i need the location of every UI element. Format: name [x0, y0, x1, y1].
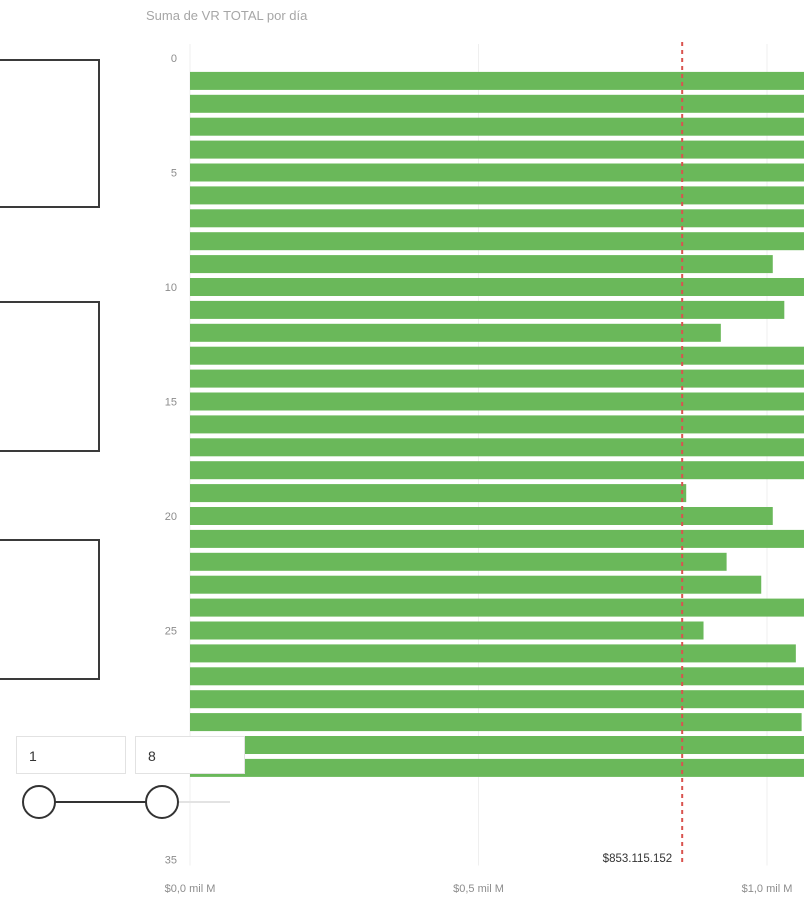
bar	[190, 484, 687, 503]
reference-line-label: $853.115.152	[603, 853, 673, 865]
bar	[190, 438, 804, 457]
bar	[190, 461, 804, 480]
bar	[190, 255, 773, 274]
slicer-max-input[interactable]: 8	[135, 736, 245, 774]
bar	[190, 621, 704, 640]
bar	[190, 644, 796, 663]
slicer-range-fill	[40, 801, 162, 803]
bar	[190, 758, 804, 777]
bar	[190, 507, 773, 525]
bar	[190, 415, 804, 434]
bar	[190, 232, 804, 251]
bar	[190, 140, 804, 159]
bar	[190, 94, 804, 113]
kpi-card-2[interactable]	[0, 301, 100, 452]
bar	[190, 690, 804, 709]
slicer-max-handle[interactable]	[145, 785, 179, 819]
y-tick-label: 15	[165, 397, 177, 409]
y-tick-label: 5	[171, 168, 177, 180]
y-tick-label: 25	[165, 626, 177, 638]
slicer-min-handle[interactable]	[22, 785, 56, 819]
y-tick-label: 10	[165, 282, 177, 294]
bar	[190, 598, 804, 617]
bar	[190, 186, 804, 205]
y-tick-label: 35	[165, 855, 177, 867]
x-tick-label: $1,0 mil M	[742, 883, 793, 895]
bar	[190, 529, 804, 548]
bar	[190, 323, 721, 342]
y-tick-label: 0	[171, 53, 177, 65]
kpi-card-3[interactable]	[0, 539, 100, 680]
bar	[190, 552, 727, 571]
bar	[190, 346, 804, 365]
bar	[190, 209, 804, 228]
x-tick-label: $0,5 mil M	[453, 883, 504, 895]
bar	[190, 117, 804, 136]
bar	[190, 300, 785, 319]
chart-title: Suma de VR TOTAL por día	[146, 8, 308, 23]
bar	[190, 713, 802, 732]
bar	[190, 71, 804, 90]
bar	[190, 278, 804, 296]
bar	[190, 369, 804, 388]
x-tick-label: $0,0 mil M	[165, 883, 216, 895]
bar	[190, 667, 804, 686]
bar	[190, 392, 804, 411]
bar	[190, 736, 804, 754]
bar	[190, 575, 762, 594]
bar	[190, 163, 804, 182]
kpi-card-1[interactable]	[0, 59, 100, 208]
slicer-min-input[interactable]: 1	[16, 736, 126, 774]
y-tick-label: 20	[165, 511, 177, 523]
